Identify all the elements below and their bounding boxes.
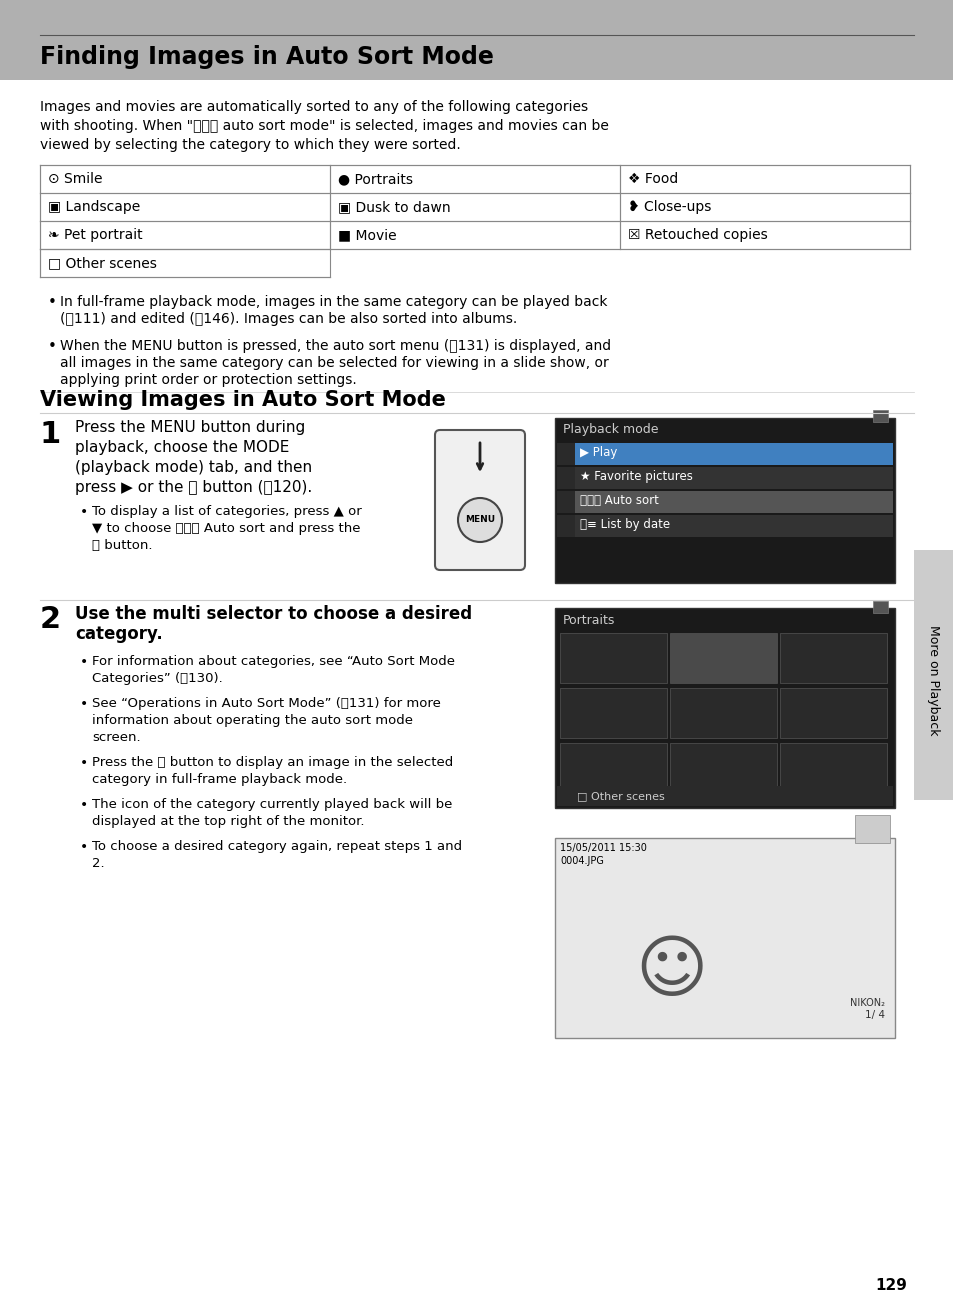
- Bar: [872, 600, 887, 614]
- Bar: [557, 491, 575, 512]
- Bar: [913, 551, 953, 800]
- Text: applying print order or protection settings.: applying print order or protection setti…: [60, 373, 356, 388]
- Bar: [559, 689, 666, 738]
- Text: ▼ to choose ⒶⓄ⒣ Auto sort and press the: ▼ to choose ⒶⓄ⒣ Auto sort and press the: [91, 522, 360, 535]
- Bar: [557, 515, 892, 537]
- Text: See “Operations in Auto Sort Mode” (⧉131) for more: See “Operations in Auto Sort Mode” (⧉131…: [91, 696, 440, 710]
- Bar: [854, 815, 889, 844]
- Text: 129: 129: [874, 1279, 906, 1293]
- Text: □ Other scenes: □ Other scenes: [48, 256, 156, 269]
- Text: The icon of the category currently played back will be: The icon of the category currently playe…: [91, 798, 452, 811]
- Bar: [559, 742, 666, 794]
- Bar: [557, 491, 892, 512]
- Bar: [780, 633, 886, 683]
- Text: 0004.JPG: 0004.JPG: [559, 855, 603, 866]
- Bar: [555, 418, 894, 583]
- Text: In full-frame playback mode, images in the same category can be played back: In full-frame playback mode, images in t…: [60, 296, 607, 309]
- Text: When the MENU button is pressed, the auto sort menu (⧉131) is displayed, and: When the MENU button is pressed, the aut…: [60, 339, 611, 353]
- Text: with shooting. When "ⒶⓄ⒣ auto sort mode" is selected, images and movies can be: with shooting. When "ⒶⓄ⒣ auto sort mode"…: [40, 120, 608, 133]
- Bar: [780, 689, 886, 738]
- Text: ❥ Close-ups: ❥ Close-ups: [627, 200, 711, 214]
- Bar: [669, 742, 776, 794]
- Text: Portraits: Portraits: [562, 614, 615, 627]
- Bar: [557, 786, 892, 805]
- Text: •: •: [48, 339, 57, 353]
- Text: Finding Images in Auto Sort Mode: Finding Images in Auto Sort Mode: [40, 45, 494, 70]
- Bar: [669, 689, 776, 738]
- Text: all images in the same category can be selected for viewing in a slide show, or: all images in the same category can be s…: [60, 356, 608, 371]
- Text: Use the multi selector to choose a desired: Use the multi selector to choose a desir…: [75, 604, 472, 623]
- Text: To display a list of categories, press ▲ or: To display a list of categories, press ▲…: [91, 505, 361, 518]
- Text: ⒶⓄ⒣ Auto sort: ⒶⓄ⒣ Auto sort: [579, 494, 659, 507]
- Bar: [669, 633, 776, 683]
- Text: ⧉≡ List by date: ⧉≡ List by date: [579, 518, 669, 531]
- Text: •: •: [80, 654, 89, 669]
- Text: ▣ Landscape: ▣ Landscape: [48, 200, 140, 214]
- Text: 1/ 4: 1/ 4: [864, 1010, 884, 1020]
- Text: ☒ Retouched copies: ☒ Retouched copies: [627, 229, 767, 242]
- Bar: [557, 443, 575, 465]
- Text: NIKON₂: NIKON₂: [849, 999, 884, 1008]
- Text: ▶ Play: ▶ Play: [579, 445, 617, 459]
- Text: •: •: [80, 696, 89, 711]
- Text: ⊙ Smile: ⊙ Smile: [48, 172, 102, 187]
- Bar: [555, 838, 894, 1038]
- Bar: [872, 410, 887, 422]
- Text: ● Portraits: ● Portraits: [337, 172, 413, 187]
- Text: 2.: 2.: [91, 857, 105, 870]
- Bar: [559, 633, 666, 683]
- Text: Press the MENU button during: Press the MENU button during: [75, 420, 305, 435]
- Text: viewed by selecting the category to which they were sorted.: viewed by selecting the category to whic…: [40, 138, 460, 152]
- Text: Viewing Images in Auto Sort Mode: Viewing Images in Auto Sort Mode: [40, 390, 445, 410]
- Text: ❧ Pet portrait: ❧ Pet portrait: [48, 229, 143, 242]
- Text: •: •: [80, 798, 89, 812]
- Text: To choose a desired category again, repeat steps 1 and: To choose a desired category again, repe…: [91, 840, 461, 853]
- Text: ⒪ button.: ⒪ button.: [91, 539, 152, 552]
- Text: playback, choose the MODE: playback, choose the MODE: [75, 440, 289, 455]
- Text: For information about categories, see “Auto Sort Mode: For information about categories, see “A…: [91, 654, 455, 668]
- Text: MENU: MENU: [464, 515, 495, 524]
- Text: Playback mode: Playback mode: [562, 423, 658, 436]
- Text: ❖ Food: ❖ Food: [627, 172, 678, 187]
- Text: ☺: ☺: [635, 938, 707, 1005]
- Bar: [557, 466, 575, 489]
- Text: 2: 2: [40, 604, 61, 633]
- FancyBboxPatch shape: [435, 430, 524, 570]
- Text: More on Playback: More on Playback: [926, 624, 940, 736]
- Text: •: •: [80, 840, 89, 854]
- Text: Categories” (⧉130).: Categories” (⧉130).: [91, 671, 222, 685]
- Bar: [557, 515, 575, 537]
- Circle shape: [457, 498, 501, 541]
- Text: 1: 1: [40, 420, 61, 449]
- Text: information about operating the auto sort mode: information about operating the auto sor…: [91, 714, 413, 727]
- Text: Press the ⒪ button to display an image in the selected: Press the ⒪ button to display an image i…: [91, 756, 453, 769]
- Text: Images and movies are automatically sorted to any of the following categories: Images and movies are automatically sort…: [40, 100, 587, 114]
- Text: press ▶ or the ⒪ button (⧉120).: press ▶ or the ⒪ button (⧉120).: [75, 480, 312, 495]
- Text: screen.: screen.: [91, 731, 140, 744]
- Text: displayed at the top right of the monitor.: displayed at the top right of the monito…: [91, 815, 364, 828]
- Text: □ Other scenes: □ Other scenes: [577, 791, 664, 802]
- Text: •: •: [80, 505, 89, 519]
- Text: ▣ Dusk to dawn: ▣ Dusk to dawn: [337, 200, 450, 214]
- Bar: [780, 742, 886, 794]
- Text: ★ Favorite pictures: ★ Favorite pictures: [579, 470, 692, 484]
- Text: (⧉111) and edited (⧉146). Images can be also sorted into albums.: (⧉111) and edited (⧉146). Images can be …: [60, 311, 517, 326]
- Text: 15/05/2011 15:30: 15/05/2011 15:30: [559, 844, 646, 853]
- Text: ■ Movie: ■ Movie: [337, 229, 396, 242]
- Text: category.: category.: [75, 625, 163, 643]
- Text: •: •: [48, 296, 57, 310]
- Text: •: •: [80, 756, 89, 770]
- Text: category in full-frame playback mode.: category in full-frame playback mode.: [91, 773, 347, 786]
- Bar: [555, 608, 894, 808]
- Bar: [557, 466, 892, 489]
- Text: (playback mode) tab, and then: (playback mode) tab, and then: [75, 460, 312, 474]
- Bar: [557, 443, 892, 465]
- Bar: [0, 0, 953, 80]
